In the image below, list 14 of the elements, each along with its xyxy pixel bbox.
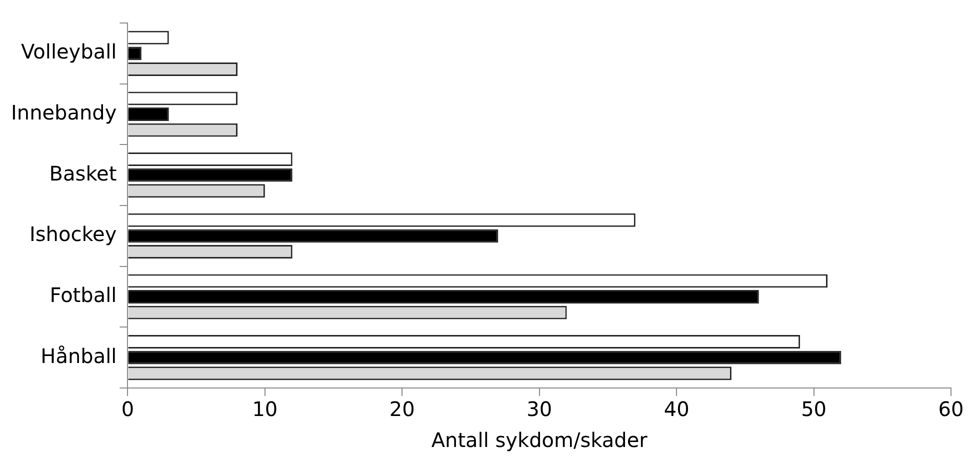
x-axis-title: Antall sykdom/skader (431, 428, 648, 452)
x-tick-label: 40 (664, 397, 690, 422)
x-tick-label: 10 (252, 397, 278, 422)
y-tick-label: Basket (49, 161, 117, 186)
x-tick-label: 20 (389, 397, 415, 422)
x-tick-label: 30 (526, 397, 552, 422)
y-tick-label: Fotball (50, 282, 117, 307)
x-tick-label: 50 (801, 397, 827, 422)
y-tick-label: Ishockey (29, 222, 117, 246)
y-tick-label: Volleyball (21, 40, 117, 64)
y-tick-label: Innebandy (10, 100, 117, 124)
x-tick-label: 0 (121, 397, 134, 422)
y-tick-label: Hånball (40, 344, 117, 368)
x-tick-label: 60 (938, 397, 964, 422)
